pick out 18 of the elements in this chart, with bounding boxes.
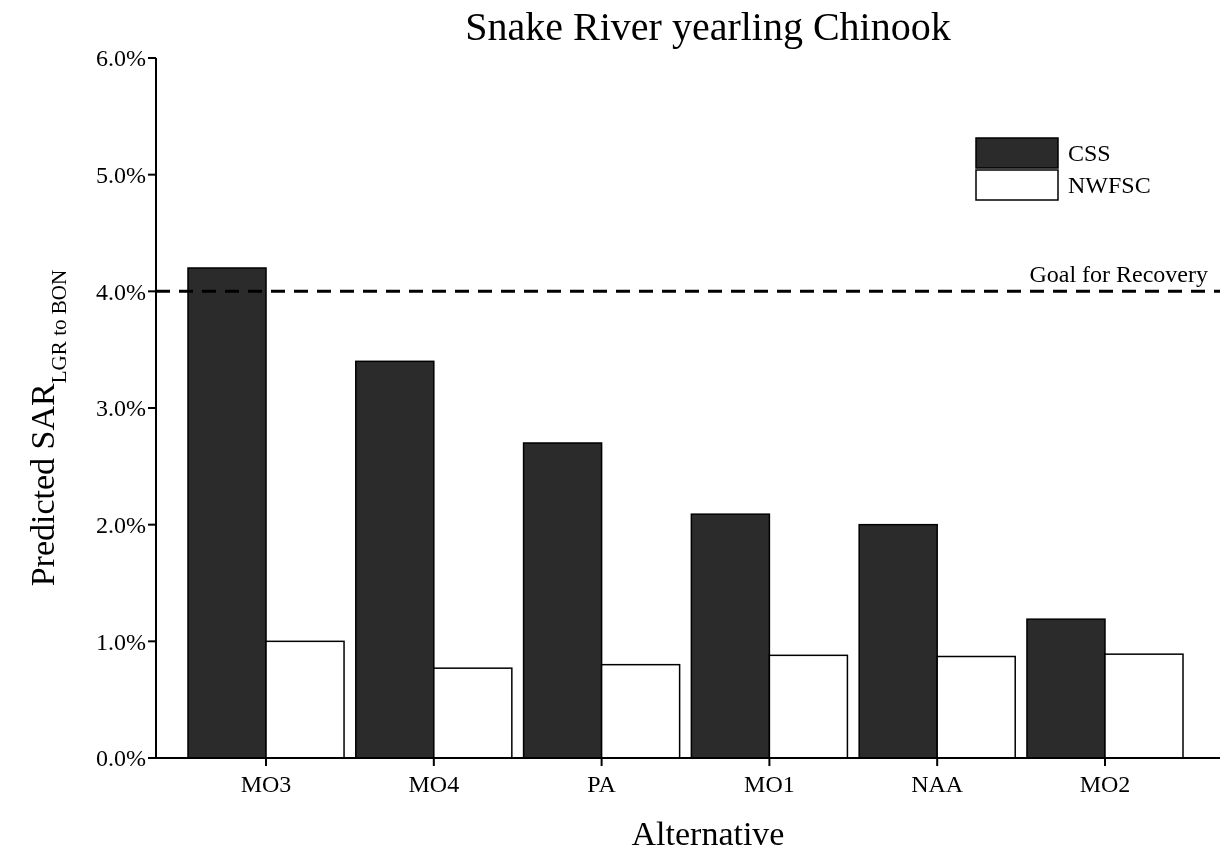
x-tick-label: PA bbox=[587, 771, 617, 797]
x-tick-label: MO2 bbox=[1079, 771, 1131, 797]
legend-label: NWFSC bbox=[1068, 172, 1151, 199]
legend-label: CSS bbox=[1068, 140, 1111, 167]
y-tick-label: 4.0% bbox=[96, 278, 146, 305]
chart-title: Snake River yearling Chinook bbox=[465, 4, 951, 49]
x-tick-label: MO3 bbox=[240, 771, 292, 797]
x-tick-label: NAA bbox=[911, 771, 964, 797]
x-axis-title: Alternative bbox=[631, 815, 785, 847]
y-tick-label: 6.0% bbox=[96, 45, 146, 72]
y-tick-label: 3.0% bbox=[96, 395, 146, 422]
y-tick-label: 2.0% bbox=[96, 512, 146, 539]
y-tick-label: 1.0% bbox=[96, 628, 146, 655]
x-tick-label: MO1 bbox=[744, 771, 795, 797]
ref-line-label: Goal for Recovery bbox=[1029, 261, 1208, 288]
x-tick-label: MO4 bbox=[408, 771, 460, 797]
y-tick-label: 5.0% bbox=[96, 162, 146, 189]
y-tick-label: 0.0% bbox=[96, 745, 146, 772]
